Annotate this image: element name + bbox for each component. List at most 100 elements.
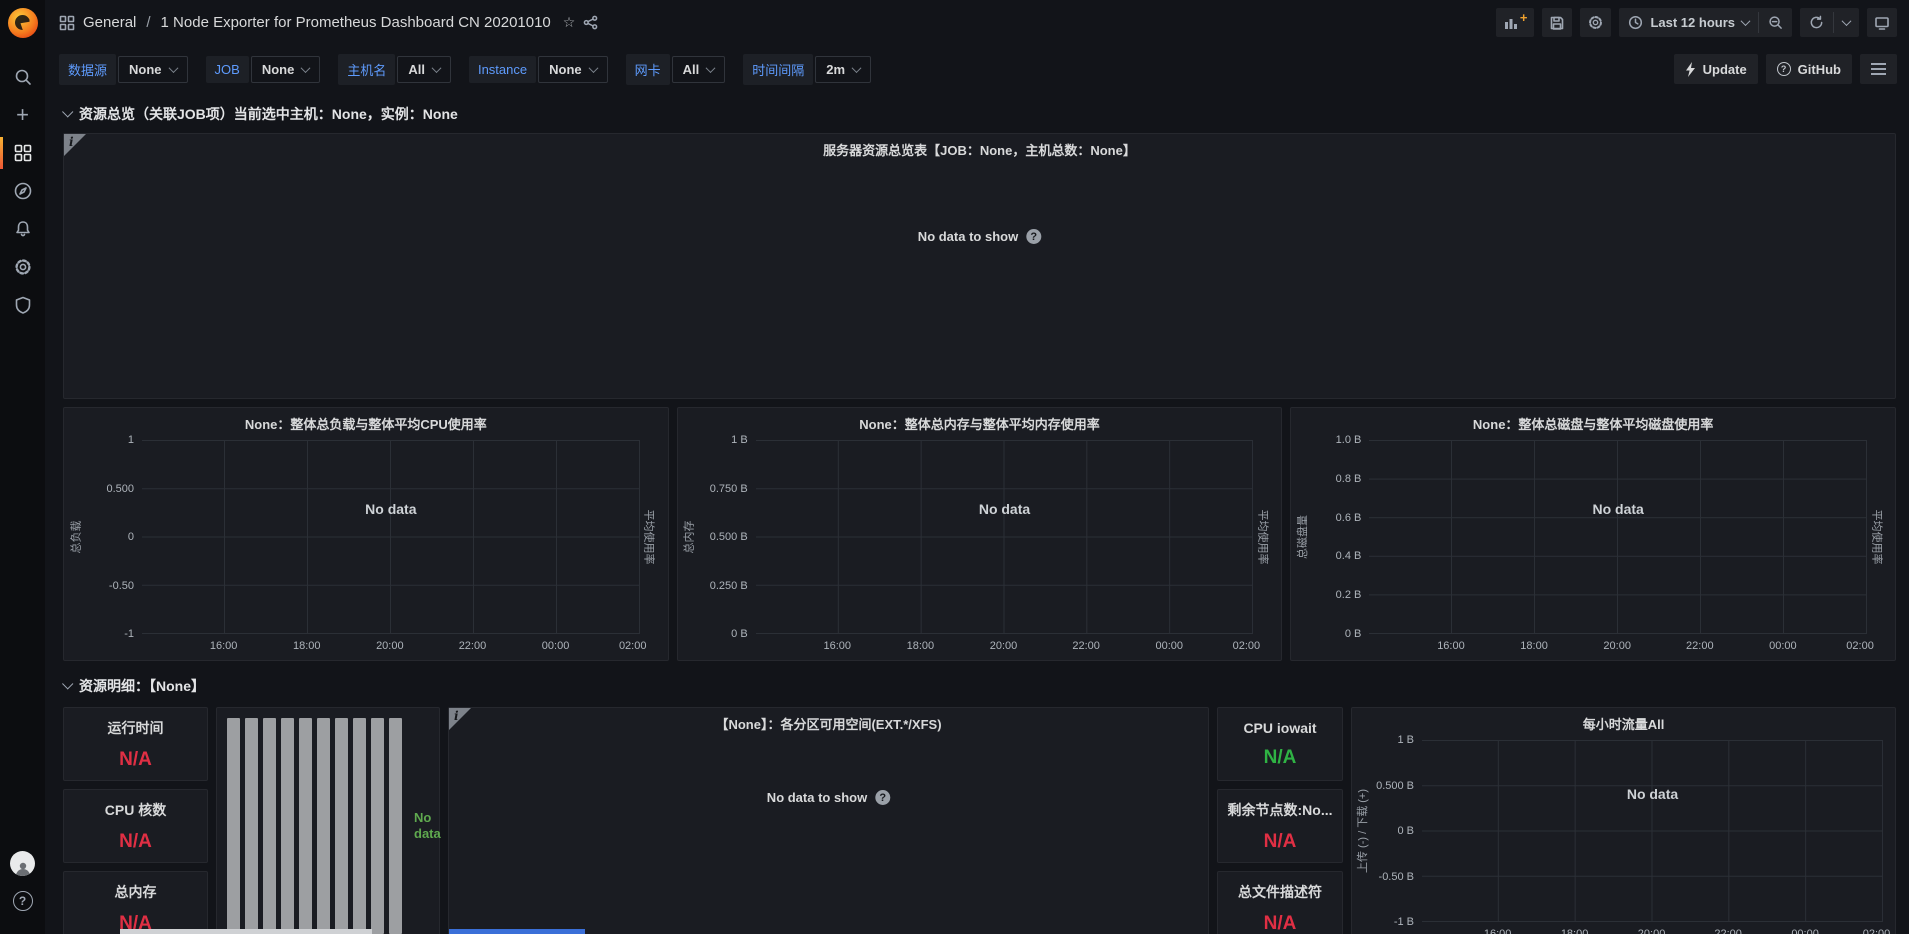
variables-row: 数据源 None JOB None 主机名 All Instance None … xyxy=(45,45,1909,93)
create-plus-icon[interactable]: + xyxy=(16,102,29,127)
search-icon[interactable] xyxy=(0,58,45,96)
variable-value-dropdown[interactable]: None xyxy=(538,55,608,83)
chevron-down-icon xyxy=(168,62,178,73)
save-dashboard-button[interactable] xyxy=(1542,8,1573,37)
variable-value-dropdown[interactable]: 2m xyxy=(815,55,872,83)
variable-label: JOB xyxy=(205,55,249,83)
time-range-picker[interactable]: Last 12 hours xyxy=(1619,8,1758,37)
panel-uptime: 运行时间 N/A xyxy=(63,707,208,781)
stat-value: N/A xyxy=(119,830,152,852)
row-title: 资源明细：【None】 xyxy=(79,678,205,694)
cutoff-blue-bar xyxy=(449,929,585,934)
sidebar: + ? xyxy=(0,0,45,934)
refresh-group xyxy=(1800,8,1859,37)
row-overview[interactable]: 资源总览（关联JOB项）当前选中主机：None，实例：None xyxy=(62,101,1896,127)
refresh-button[interactable] xyxy=(1800,8,1833,37)
x-axis-ticks: 16:00 18:00 20:00 22:00 00:00 02:00 xyxy=(1483,928,1891,934)
dashboard-title[interactable]: 1 Node Exporter for Prometheus Dashboard… xyxy=(160,14,551,31)
update-button[interactable]: Update xyxy=(1673,54,1758,84)
explore-compass-icon[interactable] xyxy=(0,172,45,210)
server-admin-shield-icon[interactable] xyxy=(0,286,45,324)
cutoff-gauge-bar xyxy=(120,929,372,934)
chevron-down-icon xyxy=(1740,16,1751,27)
stat-value: N/A xyxy=(1263,746,1297,768)
stat-value: N/A xyxy=(119,748,152,770)
panel-title[interactable]: None：整体总磁盘与整体平均磁盘使用率 xyxy=(1472,417,1714,432)
panel-bar-gauge: No data xyxy=(216,707,441,934)
menu-button[interactable] xyxy=(1860,54,1897,84)
y-axis-label-right: 平均使用率 xyxy=(1870,509,1883,565)
stat-label: 总文件描述符 xyxy=(1238,883,1322,900)
panel-info-corner[interactable] xyxy=(449,708,471,730)
github-button[interactable]: ? GitHub xyxy=(1765,54,1852,84)
stat-label: 剩余节点数:No... xyxy=(1227,801,1333,818)
y-axis-label-left: 总内存 xyxy=(683,520,696,554)
alerting-bell-icon[interactable] xyxy=(0,210,45,248)
help-icon[interactable]: ? xyxy=(0,882,45,920)
y-axis-label-left: 总磁盘量 xyxy=(1297,515,1310,559)
variable-value-dropdown[interactable]: All xyxy=(397,55,451,83)
variable-label: 时间间隔 xyxy=(743,53,814,85)
grafana-logo[interactable] xyxy=(7,8,38,38)
variable-label: 主机名 xyxy=(338,53,396,85)
plus-badge-icon: + xyxy=(1519,10,1528,25)
y-axis-label-right: 平均使用率 xyxy=(1256,509,1269,565)
question-circle-icon[interactable]: ? xyxy=(1026,229,1042,244)
plot-area: No data xyxy=(755,440,1254,634)
dashboards-icon[interactable] xyxy=(0,134,45,172)
variable-nic: 网卡 All xyxy=(625,53,726,85)
panel-title[interactable]: None：整体总内存与整体平均内存使用率 xyxy=(859,417,1100,432)
spacer xyxy=(1883,740,1887,922)
variable-datasource: 数据源 None xyxy=(59,53,188,85)
panel-load-chart: None：整体总负载与整体平均CPU使用率 总负载 1 0.500 0 -0.50 -1… xyxy=(63,407,669,661)
add-panel-button[interactable]: + xyxy=(1495,8,1535,37)
variable-value-dropdown[interactable]: All xyxy=(671,55,726,83)
charts-row: None：整体总负载与整体平均CPU使用率 总负载 1 0.500 0 -0.50 -1… xyxy=(63,407,1897,661)
variable-hostname: 主机名 All xyxy=(338,53,451,85)
share-icon[interactable] xyxy=(583,15,598,30)
variable-value-dropdown[interactable]: None xyxy=(250,55,321,83)
panel-title[interactable]: None：整体总负载与整体平均CPU使用率 xyxy=(244,417,487,432)
header-toolbar: + Last 12 hours xyxy=(1495,8,1897,37)
no-data-label: No data xyxy=(1592,501,1644,518)
breadcrumb-folder[interactable]: General xyxy=(83,14,137,31)
y-axis-ticks: 1 0.500 0 -0.50 -1 xyxy=(106,434,134,640)
panel-file-descriptors: 总文件描述符 N/A xyxy=(1217,871,1343,934)
variable-value-dropdown[interactable]: None xyxy=(118,55,188,83)
question-circle-icon[interactable]: ? xyxy=(875,790,891,805)
chevron-down-icon xyxy=(62,106,74,118)
stat-label: 运行时间 xyxy=(107,719,164,736)
refresh-interval-dropdown[interactable] xyxy=(1834,8,1859,37)
panel-title[interactable]: 服务器资源总览表【JOB：None，主机总数：None】 xyxy=(823,143,1136,158)
panel-remaining-nodes: 剩余节点数:No... N/A xyxy=(1217,789,1343,863)
breadcrumb-separator: / xyxy=(146,14,151,31)
breadcrumb: General / 1 Node Exporter for Prometheus… xyxy=(59,14,598,31)
zoom-out-button[interactable] xyxy=(1759,8,1792,37)
panel-info-corner[interactable] xyxy=(64,134,86,156)
no-data-label: No data xyxy=(978,501,1031,518)
plot-area: No data xyxy=(142,440,640,634)
user-avatar[interactable] xyxy=(0,844,45,882)
x-axis-ticks: 16:00 18:00 20:00 22:00 00:00 02:00 xyxy=(209,640,647,652)
row-detail[interactable]: 资源明细：【None】 xyxy=(62,673,1896,699)
grid-icon xyxy=(59,15,75,31)
cycle-view-mode-button[interactable] xyxy=(1867,8,1897,37)
variable-label: Instance xyxy=(468,55,537,83)
time-range-label: Last 12 hours xyxy=(1650,15,1735,30)
star-icon[interactable]: ☆ xyxy=(562,14,576,31)
configuration-gear-icon[interactable] xyxy=(0,248,45,286)
dashboard-header: General / 1 Node Exporter for Prometheus… xyxy=(45,0,1909,45)
y-axis-label-left: 上传 (-) / 下载 (+) xyxy=(1357,788,1369,874)
panel-total-mem: 总内存 N/A xyxy=(63,871,208,934)
panel-title[interactable]: 每小时流量All xyxy=(1582,717,1665,732)
dashboard-settings-button[interactable] xyxy=(1580,8,1612,37)
stat-label: CPU 核数 xyxy=(104,801,167,818)
no-data-label: No data xyxy=(365,501,417,518)
panel-title[interactable]: 【None】：各分区可用空间(EXT.*/XFS) xyxy=(715,717,942,732)
stat-value: N/A xyxy=(1263,830,1297,852)
